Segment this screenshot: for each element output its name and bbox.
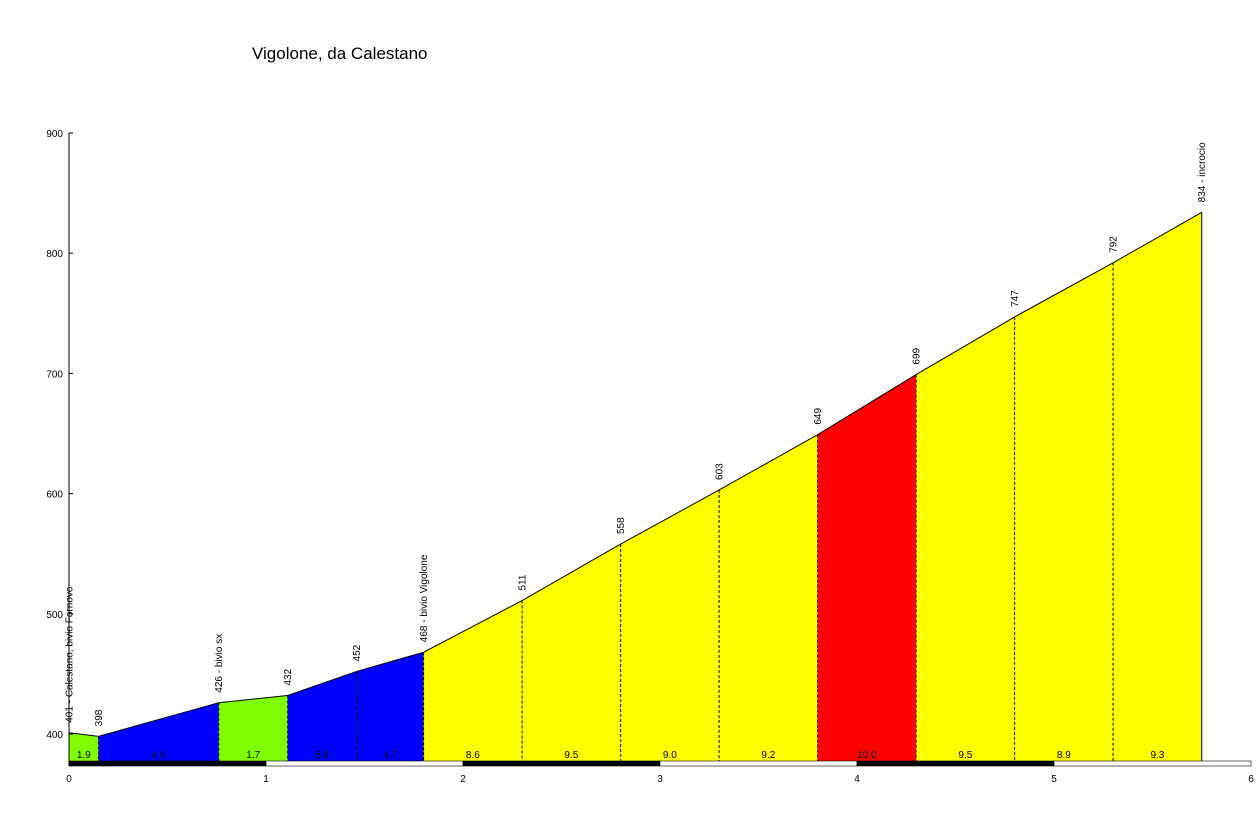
segment-area-3: [287, 671, 357, 761]
segment-area-12: [1113, 212, 1202, 762]
grade-label-3: 5.8: [315, 750, 329, 761]
y-tick-label-400: 400: [46, 730, 63, 741]
grade-label-12: 9.3: [1150, 750, 1164, 761]
point-label-9: 649: [813, 408, 824, 425]
y-tick-label-900: 900: [46, 129, 63, 140]
point-label-7: 558: [616, 517, 627, 534]
x-tick-label-5: 5: [1051, 774, 1057, 785]
segment-area-4: [356, 652, 424, 761]
x-tick-label-3: 3: [657, 774, 663, 785]
y-tick-label-700: 700: [46, 369, 63, 380]
x-tick-label-0: 0: [66, 774, 72, 785]
km-bar-1: [265, 760, 464, 767]
x-tick-label-6: 6: [1248, 774, 1254, 785]
segment-area-2: [218, 695, 288, 761]
grade-label-5: 8.6: [466, 750, 480, 761]
segment-area-7: [620, 489, 720, 761]
grade-label-9: 10.0: [857, 750, 877, 761]
km-bar-3: [659, 760, 858, 767]
km-bar-0: [68, 760, 267, 767]
axes: 400 500 600 700 800 900 0 1 2 3 4 5 6: [46, 129, 1254, 785]
point-label-13: 834 - incrocio: [1197, 142, 1208, 202]
y-tick-label-600: 600: [46, 490, 63, 501]
point-label-6: 511: [518, 574, 529, 590]
point-label-5: 468 - bivio Vigolone: [419, 554, 430, 642]
grade-label-6: 9.5: [564, 750, 578, 761]
grade-label-1: 4.6: [152, 750, 166, 761]
segment-area-11: [1014, 262, 1114, 761]
km-bar-5: [1053, 760, 1252, 767]
segment-dividers: [98, 212, 1203, 761]
point-label-1: 398: [94, 709, 105, 726]
point-label-2: 426 - bivio sx: [214, 634, 225, 693]
y-tick-label-500: 500: [46, 610, 63, 621]
x-tick-label-4: 4: [854, 774, 860, 785]
segment-area-10: [916, 316, 1015, 761]
segment-area-0: [69, 732, 99, 761]
point-label-12: 792: [1109, 236, 1120, 253]
km-bar-2: [462, 760, 661, 767]
grade-segments: [69, 212, 1202, 762]
chart-title: Vigolone, da Calestano: [252, 44, 428, 63]
segment-area-1: [98, 702, 219, 761]
x-tick-label-2: 2: [460, 774, 466, 785]
grade-label-8: 9.2: [761, 750, 775, 761]
point-label-10: 699: [912, 347, 923, 364]
grade-label-0: 1.9: [77, 750, 91, 761]
segment-area-5: [423, 600, 523, 761]
x-tick-label-1: 1: [263, 774, 269, 785]
segment-area-8: [719, 434, 818, 761]
profile-polyline: [68, 211, 1202, 737]
grade-label-7: 9.0: [663, 750, 677, 761]
segment-area-6: [522, 544, 621, 761]
grade-label-4: 4.7: [383, 750, 397, 761]
point-label-8: 603: [715, 463, 726, 480]
grade-label-11: 8.9: [1057, 750, 1071, 761]
point-label-0: 401 - Calestano, bivio Fornovo: [65, 586, 76, 723]
point-label-3: 432: [283, 668, 294, 685]
point-labels: 401 - Calestano, bivio Fornovo 398 426 - b…: [65, 142, 1209, 726]
segment-area-9: [817, 374, 917, 761]
grade-labels: 1.9 4.6 1.7 5.8 4.7 8.6 9.5 9.0 9.2 10.0 9.5 8.9 9.3: [77, 750, 1165, 761]
profile-line: [68, 211, 1202, 737]
point-label-4: 452: [352, 644, 363, 661]
km-scale-bar: [68, 760, 1252, 767]
point-label-11: 747: [1010, 290, 1021, 307]
y-tick-label-800: 800: [46, 249, 63, 260]
grade-label-2: 1.7: [246, 750, 260, 761]
grade-label-10: 9.5: [958, 750, 972, 761]
km-bar-4: [856, 760, 1055, 767]
